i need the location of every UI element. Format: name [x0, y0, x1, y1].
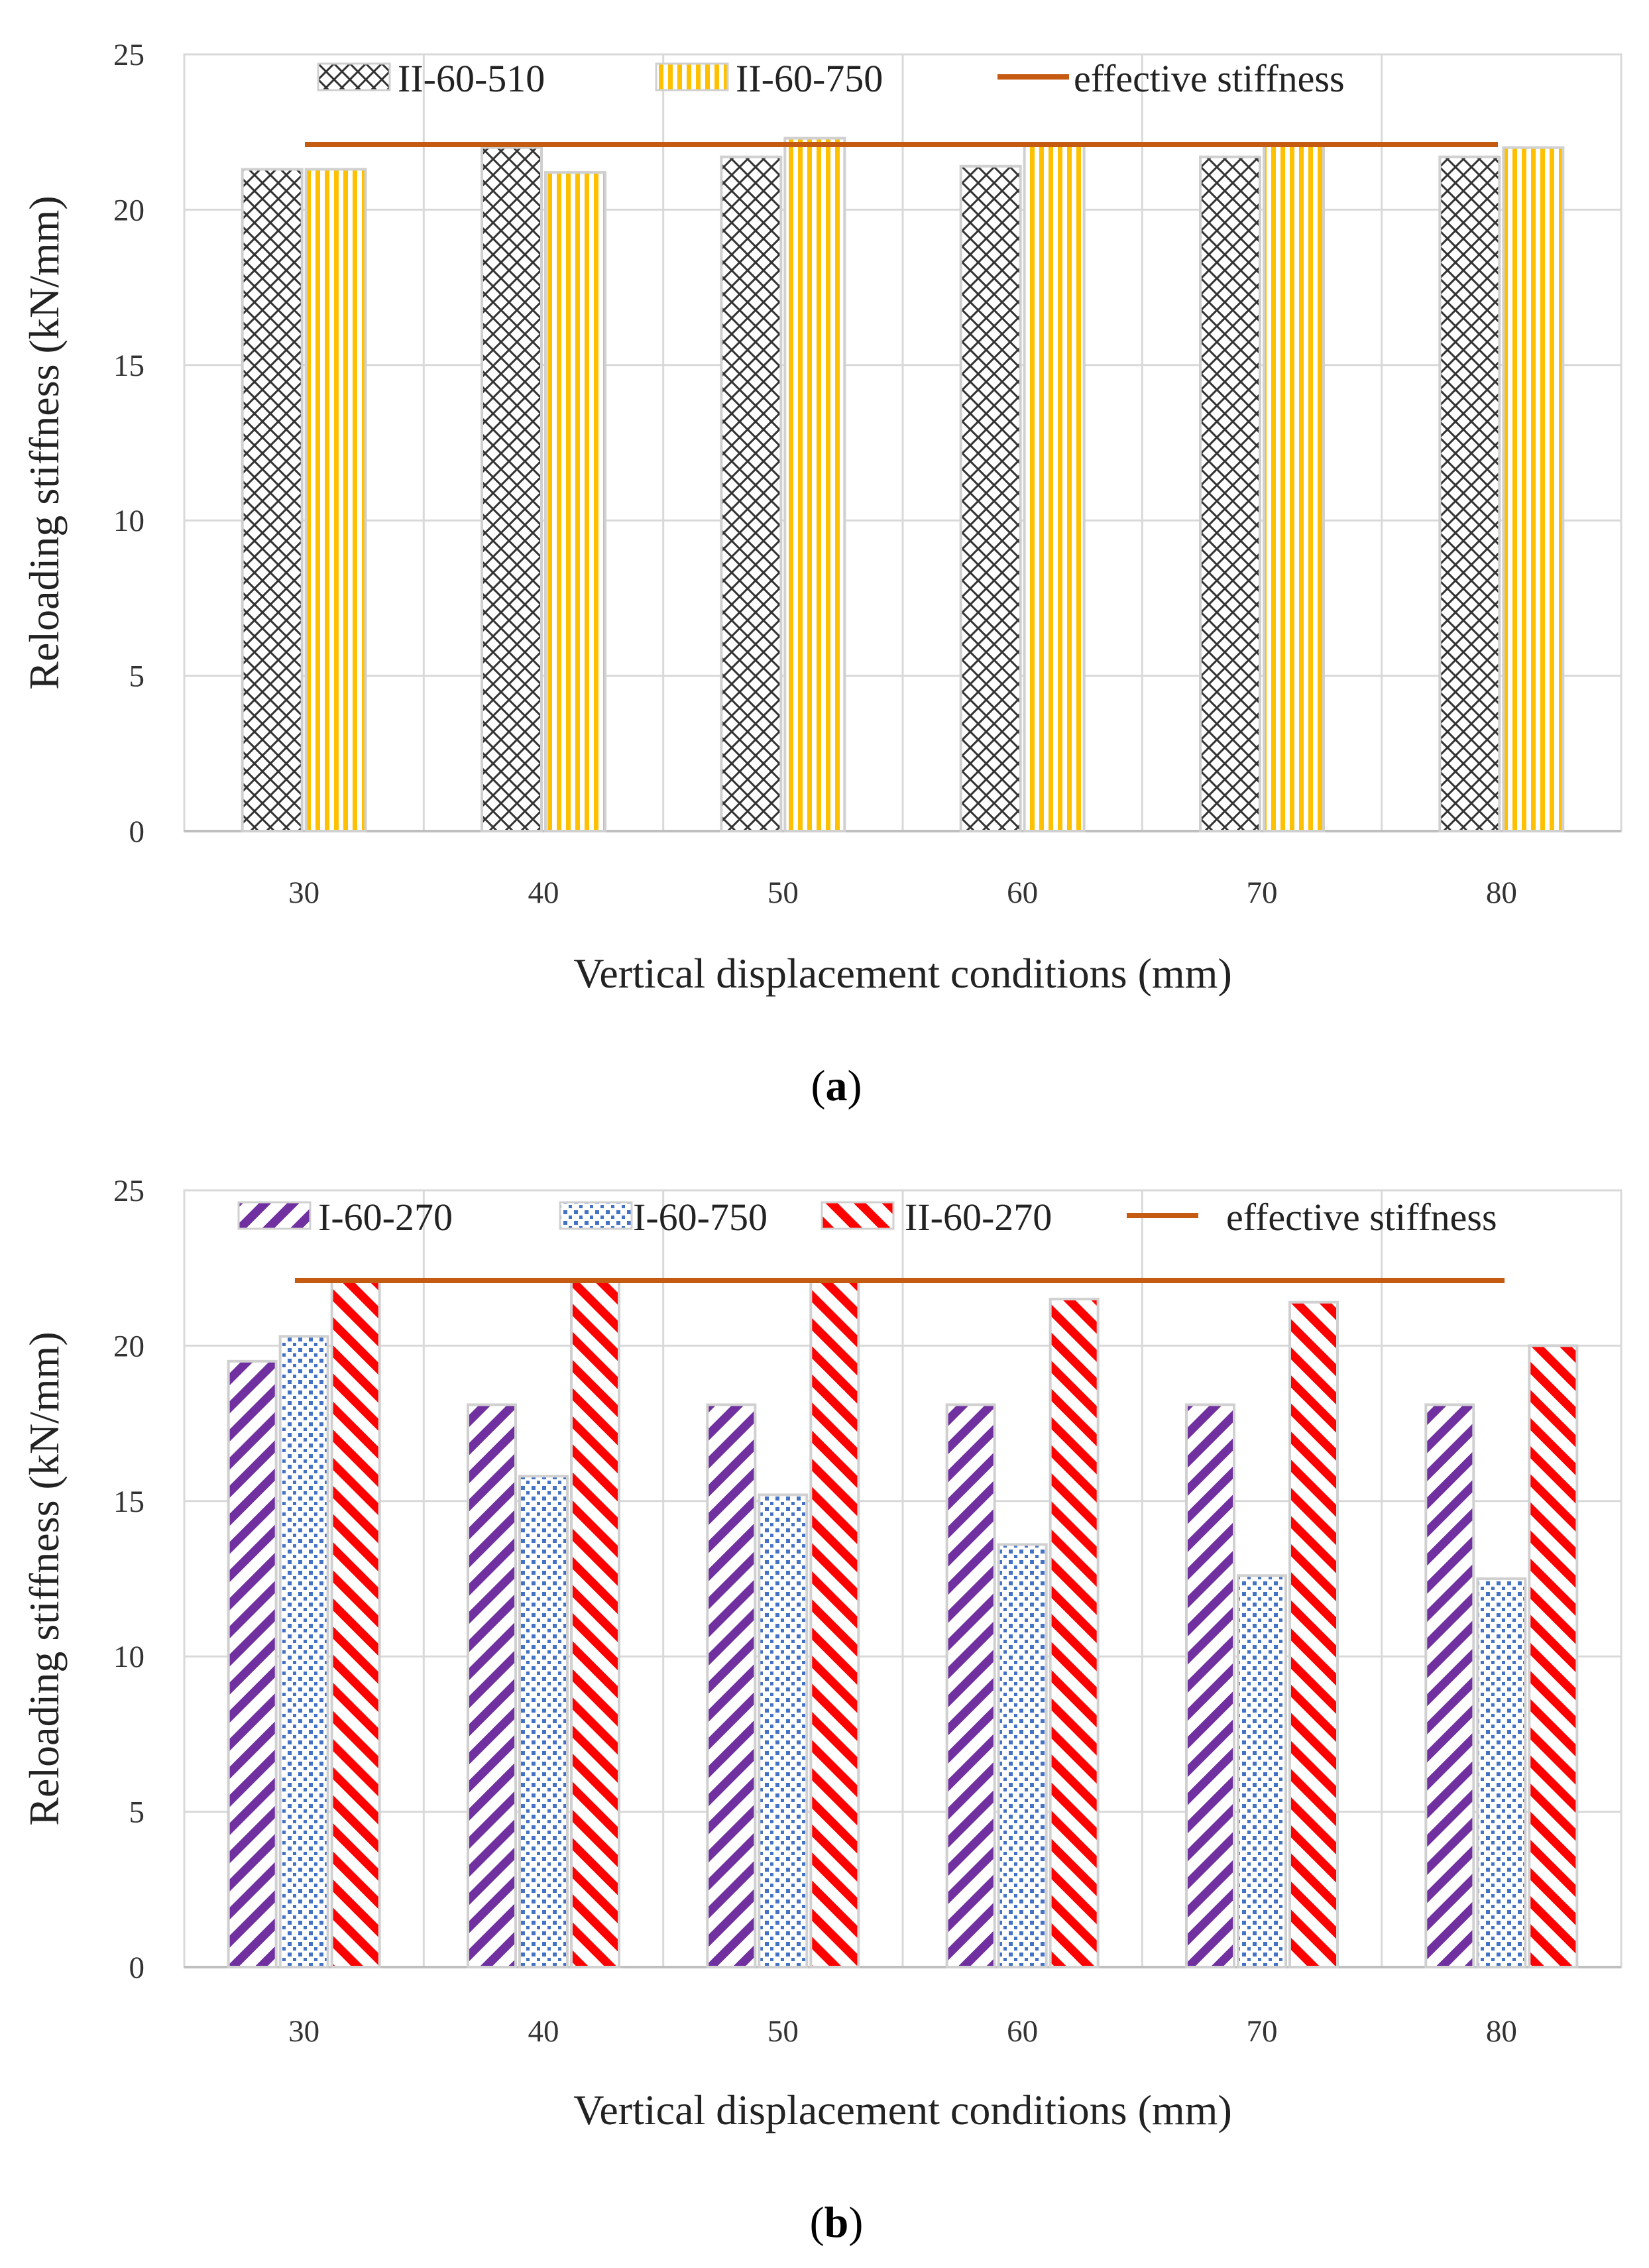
bar-I-60-270-40	[467, 1403, 517, 1968]
y-tick-label: 10	[113, 1640, 144, 1674]
bar-II-60-270-80	[1528, 1344, 1579, 1968]
bar-II-60-510-50	[720, 155, 783, 833]
bar-I-60-270-50	[706, 1403, 757, 1968]
legend-swatch	[237, 1201, 312, 1230]
bar-II-60-750-80	[1502, 146, 1565, 832]
bar-I-60-750-50	[758, 1493, 809, 1969]
y-tick-label: 20	[113, 1329, 144, 1363]
legend-swatch	[655, 62, 729, 91]
y-tick-label: 20	[113, 193, 144, 227]
legend-label: II-60-270	[905, 1196, 1052, 1239]
bar-II-60-510-40	[481, 146, 543, 832]
x-tick-label: 70	[1247, 2014, 1278, 2049]
bar-II-60-270-40	[570, 1278, 620, 1968]
bar-II-60-510-30	[241, 168, 304, 832]
x-tick-label: 50	[768, 876, 799, 910]
y-tick-label: 15	[113, 1485, 144, 1519]
bar-II-60-510-70	[1199, 155, 1261, 833]
bar-I-60-270-30	[227, 1359, 278, 1969]
x-tick-label: 60	[1007, 876, 1038, 910]
chart-panel-b: 0 5 10 15 20 25 30 40 50 60 70 80 I-60-270 I-60-750 II…	[21, 1174, 1622, 2247]
y-tick-label: 0	[129, 815, 145, 849]
bar-I-60-750-60	[997, 1543, 1048, 1968]
bar-I-60-750-80	[1476, 1577, 1527, 1968]
x-tick-label: 60	[1007, 2014, 1038, 2049]
bar-II-60-270-50	[809, 1278, 860, 1968]
bar-II-60-750-30	[304, 168, 367, 832]
chart-panel-a: 0 5 10 15 20 25 30 40 50 60 70 80 II-60-510 II-60-750…	[21, 38, 1622, 1110]
y-axis-title: Reloading stiffness (kN/mm)	[21, 196, 68, 689]
y-tick-label: 25	[113, 1174, 144, 1208]
x-tick-label: 30	[288, 876, 319, 910]
bar-I-60-270-70	[1185, 1403, 1235, 1968]
y-tick-label: 25	[113, 38, 144, 72]
panel-caption: (a)	[811, 1062, 862, 1110]
y-tick-label: 15	[113, 349, 144, 383]
bar-I-60-750-70	[1237, 1574, 1287, 1968]
y-axis-title: Reloading stiffness (kN/mm)	[21, 1332, 68, 1825]
bar-II-60-270-70	[1288, 1300, 1339, 1968]
y-tick-label: 5	[129, 1795, 145, 1830]
bar-I-60-750-40	[518, 1475, 569, 1968]
x-tick-label: 50	[768, 2014, 799, 2049]
bar-II-60-750-50	[783, 137, 846, 832]
x-tick-label: 40	[528, 876, 559, 910]
bar-II-60-750-60	[1023, 142, 1086, 832]
bar-II-60-750-40	[544, 171, 606, 833]
legend: I-60-270 I-60-750 II-60-270 effective stiff…	[237, 1196, 1497, 1239]
legend-label: effective stiffness	[1226, 1196, 1497, 1239]
bar-II-60-270-60	[1049, 1298, 1100, 1968]
x-tick-label: 80	[1486, 2014, 1517, 2049]
y-tick-label: 10	[113, 504, 144, 538]
x-tick-label: 40	[528, 2014, 559, 2049]
bar-II-60-270-30	[330, 1278, 381, 1968]
legend-label: effective stiffness	[1074, 57, 1345, 100]
legend-label: II-60-510	[398, 57, 545, 100]
bar-I-60-270-60	[945, 1403, 996, 1968]
legend-label: I-60-270	[318, 1196, 453, 1239]
legend-label: I-60-750	[633, 1196, 768, 1239]
legend-swatch	[821, 1201, 895, 1230]
y-tick-label: 0	[129, 1951, 145, 1985]
bar-II-60-510-60	[959, 164, 1022, 832]
bar-I-60-750-30	[278, 1335, 329, 1969]
legend-label: II-60-750	[736, 57, 883, 100]
bar-I-60-270-80	[1424, 1403, 1475, 1968]
panel-caption: (b)	[810, 2198, 864, 2247]
bar-II-60-510-80	[1438, 155, 1501, 833]
x-tick-label: 70	[1247, 876, 1278, 910]
y-tick-label: 5	[129, 659, 145, 694]
bar-II-60-750-70	[1263, 142, 1325, 832]
legend-swatch	[317, 62, 391, 91]
legend-swatch	[559, 1201, 633, 1230]
legend: II-60-510 II-60-750 effective stiffness	[317, 57, 1345, 100]
x-tick-label: 80	[1486, 876, 1517, 910]
x-axis-title: Vertical displacement conditions (mm)	[573, 950, 1232, 997]
x-axis-title: Vertical displacement conditions (mm)	[573, 2086, 1232, 2133]
x-tick-label: 30	[288, 2014, 319, 2049]
